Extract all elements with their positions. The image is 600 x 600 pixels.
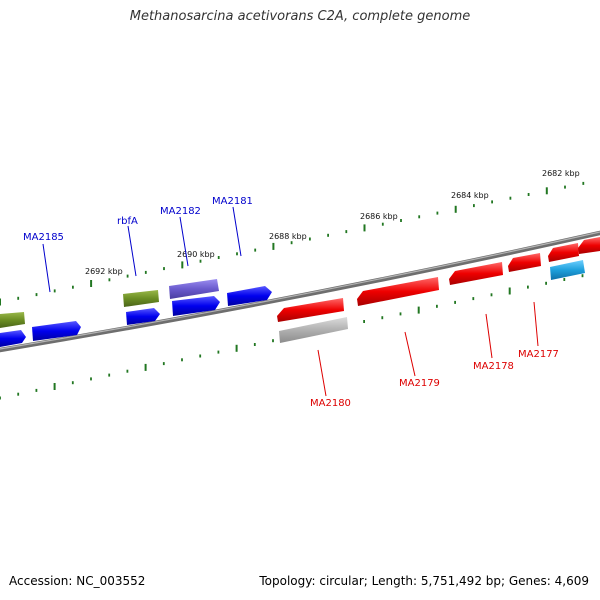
label-MA2177[interactable]: MA2177 (518, 349, 559, 360)
scale-label-2692: 2692 kbp (85, 267, 123, 276)
label-rbfA[interactable]: rbfA (117, 216, 138, 227)
gene-MA2180[interactable] (277, 298, 344, 322)
reverse-labels: MA2180 MA2179 MA2178 MA2177 (310, 301, 559, 409)
label-MA2180[interactable]: MA2180 (310, 398, 351, 409)
scale-label-2690: 2690 kbp (177, 250, 215, 259)
accession-label: Accession: NC_003552 (9, 574, 146, 588)
leader-MA2182 (179, 216, 189, 267)
label-MA2185[interactable]: MA2185 (23, 232, 64, 243)
gene-MA2182-lower[interactable] (172, 296, 220, 316)
genome-summary: Topology: circular; Length: 5,751,492 bp… (259, 574, 589, 588)
gene-blue-far-left[interactable] (0, 330, 26, 347)
gene-olive-left[interactable] (0, 312, 25, 328)
genome-backbone (0, 230, 600, 353)
gene-MA2177[interactable] (508, 253, 541, 272)
scale-label-2684: 2684 kbp (451, 191, 489, 200)
label-MA2179[interactable]: MA2179 (399, 378, 440, 389)
leader-MA2185 (42, 243, 51, 293)
gene-cyan[interactable] (550, 260, 585, 280)
reverse-genes (277, 237, 600, 343)
tick-marks (0, 181, 585, 400)
gene-MA2185[interactable] (32, 321, 81, 341)
leader-MA2181 (232, 206, 242, 257)
label-MA2181[interactable]: MA2181 (212, 196, 253, 207)
forward-genes-lower (0, 286, 272, 347)
leader-MA2178 (485, 313, 493, 359)
gene-MA2182[interactable] (169, 279, 219, 299)
scale-label-2686: 2686 kbp (360, 212, 398, 221)
gene-MA2181[interactable] (227, 286, 272, 306)
scale-label-2688: 2688 kbp (269, 232, 307, 241)
leader-rbfA (127, 225, 137, 277)
gene-blue-mid[interactable] (126, 308, 160, 325)
gene-MA2179[interactable] (357, 277, 439, 306)
scale-label-2682: 2682 kbp (542, 169, 580, 178)
gene-MA2178[interactable] (449, 262, 503, 285)
forward-genes (0, 279, 219, 328)
forward-labels: MA2185 rbfA MA2182 MA2181 (23, 196, 253, 293)
leader-MA2179 (404, 331, 416, 377)
gene-red-right-1[interactable] (548, 243, 579, 262)
label-MA2182[interactable]: MA2182 (160, 206, 201, 217)
label-MA2178[interactable]: MA2178 (473, 361, 514, 372)
leader-MA2177 (533, 301, 539, 347)
genome-backbone-highlight (0, 231, 600, 350)
gene-MA2180-gray[interactable] (279, 317, 348, 343)
gene-rbfA[interactable] (123, 290, 159, 307)
map-title: Methanosarcina acetivorans C2A, complete… (129, 9, 471, 24)
gene-red-right-2[interactable] (578, 237, 600, 254)
leader-MA2180 (317, 349, 327, 397)
